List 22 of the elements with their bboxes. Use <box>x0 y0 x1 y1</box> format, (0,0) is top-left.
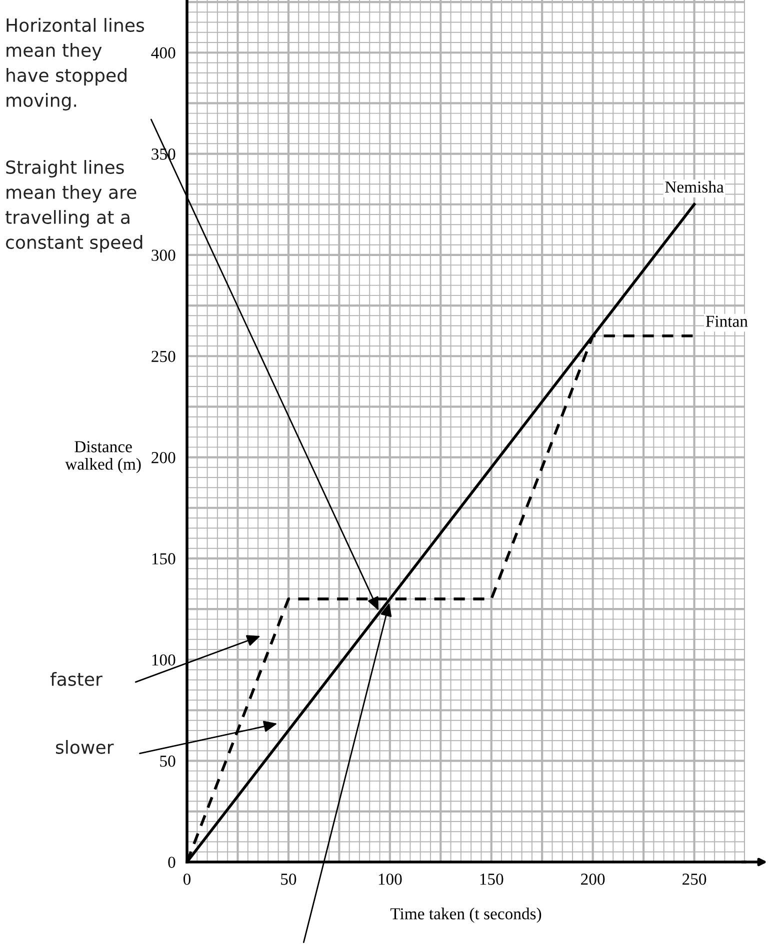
y-tick-label: 150 <box>152 553 176 564</box>
y-tick-label: 300 <box>152 250 176 261</box>
annotation: Horizontal lines mean they have stopped moving. <box>6 18 144 111</box>
y-tick-label: 400 <box>151 47 176 59</box>
y-tick-label: 100 <box>152 654 176 666</box>
y-tick-label: 250 <box>152 350 176 362</box>
x-axis-title: Time taken (t seconds) <box>390 908 542 923</box>
x-tick-label: 250 <box>682 874 706 885</box>
text: Straight lines mean they are travelling at a constant speed <box>5 160 142 253</box>
x-tick-label: 0 <box>183 874 191 885</box>
x-tick-label: 150 <box>480 874 504 885</box>
text: slower <box>56 740 114 754</box>
text: faster <box>50 672 102 686</box>
y-axis-title: Distance walked (m) <box>65 441 141 474</box>
y-tick-label: 200 <box>152 452 176 464</box>
x-tick-label: 50 <box>281 874 296 885</box>
y-tick-label: 0 <box>168 856 176 868</box>
y-tick-label: 50 <box>160 756 176 767</box>
series-label: Fintan <box>706 316 748 327</box>
x-tick-label: 100 <box>378 874 402 885</box>
x-tick-label: 200 <box>581 874 605 885</box>
series-label: Nemisha <box>665 180 724 193</box>
